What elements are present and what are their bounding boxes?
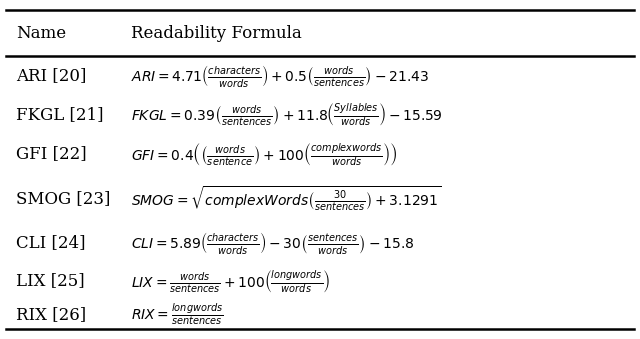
Text: $\mathit{ARI} = 4.71\left(\frac{characters}{words}\right) + 0.5\left(\frac{words: $\mathit{ARI} = 4.71\left(\frac{characte… [131, 63, 429, 88]
Text: CLI [24]: CLI [24] [16, 234, 86, 251]
Text: ARI [20]: ARI [20] [16, 67, 86, 84]
Text: RIX [26]: RIX [26] [16, 306, 86, 323]
Text: $\mathit{RIX} = \frac{longwords}{sentences}$: $\mathit{RIX} = \frac{longwords}{sentenc… [131, 301, 223, 327]
Text: LIX [25]: LIX [25] [16, 273, 84, 290]
Text: $\mathit{LIX} = \frac{words}{sentences} + 100\left(\frac{longwords}{words}\right: $\mathit{LIX} = \frac{words}{sentences} … [131, 267, 331, 295]
Text: $\mathit{GFI} = 0.4\left(\left(\frac{words}{sentence}\right) + 100\left(\frac{co: $\mathit{GFI} = 0.4\left(\left(\frac{wor… [131, 140, 397, 167]
Text: SMOG [23]: SMOG [23] [16, 190, 110, 207]
Text: Readability Formula: Readability Formula [131, 24, 302, 42]
Text: $\mathit{SMOG} = \sqrt{complexWords\left(\frac{30}{sentences}\right) + 3.1291}$: $\mathit{SMOG} = \sqrt{complexWords\left… [131, 184, 441, 213]
Text: $\mathit{FKGL} = 0.39\left(\frac{words}{sentences}\right) + 11.8\left(\frac{Syll: $\mathit{FKGL} = 0.39\left(\frac{words}{… [131, 101, 443, 128]
Text: FKGL [21]: FKGL [21] [16, 106, 104, 123]
Text: Name: Name [16, 24, 66, 42]
Text: $\mathit{CLI} = 5.89\left(\frac{characters}{words}\right) - 30\left(\frac{senten: $\mathit{CLI} = 5.89\left(\frac{characte… [131, 230, 415, 256]
Text: GFI [22]: GFI [22] [16, 145, 86, 162]
